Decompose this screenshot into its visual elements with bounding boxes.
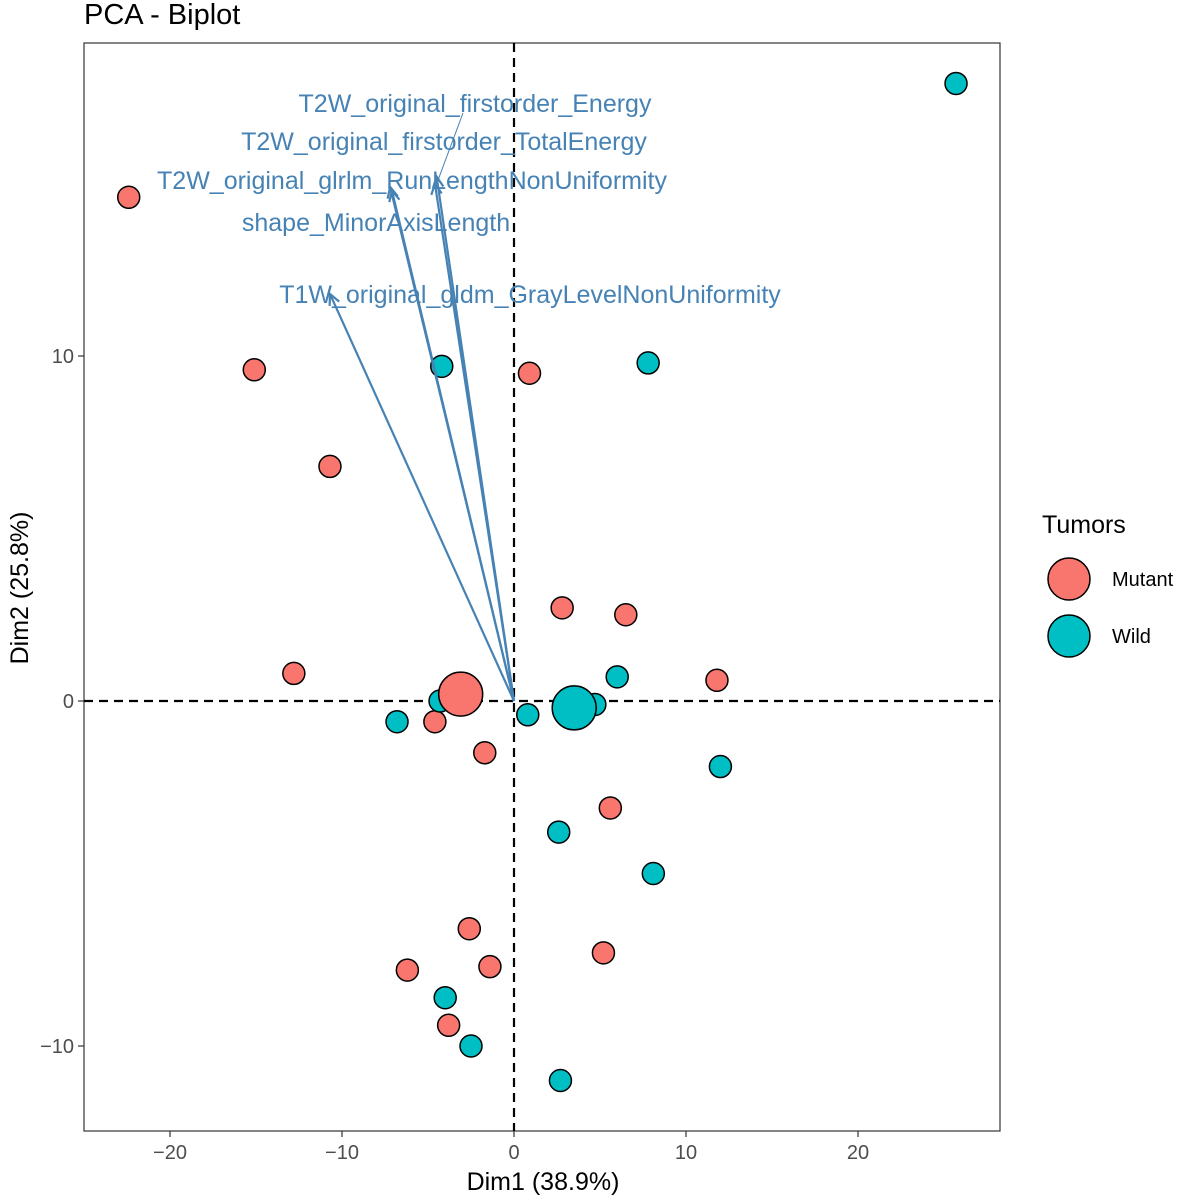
mutant-point bbox=[705, 668, 729, 693]
mutant-point bbox=[282, 661, 306, 686]
mutant-point bbox=[473, 741, 497, 765]
variable-arrow bbox=[433, 183, 516, 702]
wild-point bbox=[636, 351, 660, 375]
wild-point bbox=[516, 703, 540, 727]
mutant-point bbox=[517, 361, 542, 385]
y-tick-label: −10 bbox=[40, 1036, 74, 1058]
label-connector bbox=[438, 112, 464, 179]
y-tick-label: 0 bbox=[63, 691, 74, 713]
mutant-point bbox=[318, 454, 342, 479]
wild-centroid bbox=[551, 685, 597, 731]
wild-point bbox=[641, 861, 666, 886]
variable-arrow bbox=[328, 293, 516, 702]
legend-label-mutant: Mutant bbox=[1112, 569, 1174, 591]
variable-arrowhead bbox=[430, 181, 443, 196]
x-tick-label: −20 bbox=[153, 1142, 187, 1164]
x-axis-title: Dim1 (38.9%) bbox=[467, 1168, 620, 1195]
mutant-point bbox=[550, 596, 574, 620]
y-tick-label: 10 bbox=[52, 346, 74, 368]
mutant-point bbox=[395, 958, 420, 982]
legend: Tumors Mutant Wild bbox=[1042, 511, 1174, 658]
plot-title: PCA - Biplot bbox=[84, 0, 240, 31]
variable-label: T2W_original_glrlm_RunLengthNonUniformit… bbox=[157, 167, 667, 195]
mutant-point bbox=[478, 954, 502, 979]
x-tick-label: 0 bbox=[508, 1142, 519, 1164]
mutant-point bbox=[457, 916, 482, 941]
y-axis-title: Dim2 (25.8%) bbox=[6, 512, 34, 665]
wild-point bbox=[385, 709, 409, 734]
mutant-point bbox=[614, 603, 638, 627]
legend-key-mutant bbox=[1047, 557, 1091, 601]
variable-label: shape_MinorAxisLength bbox=[242, 209, 510, 237]
variable-arrow bbox=[389, 186, 516, 702]
wild-point bbox=[708, 754, 733, 779]
legend-key-wild bbox=[1047, 614, 1091, 658]
variable-label: T2W_original_firstorder_TotalEnergy bbox=[241, 128, 647, 156]
wild-point bbox=[605, 665, 629, 689]
x-tick-label: 10 bbox=[675, 1142, 697, 1164]
mutant-point bbox=[423, 709, 447, 734]
mutant-point bbox=[436, 1013, 461, 1038]
legend-label-wild: Wild bbox=[1112, 626, 1151, 648]
wild-point bbox=[548, 1068, 573, 1093]
mutant-point bbox=[598, 796, 623, 820]
mutant-point bbox=[116, 185, 141, 210]
mutant-point bbox=[591, 941, 616, 965]
variable-label: T2W_original_firstorder_Energy bbox=[299, 90, 652, 118]
wild-point bbox=[433, 985, 457, 1010]
mutant-centroid bbox=[437, 671, 484, 717]
x-tick-label: 20 bbox=[847, 1142, 869, 1164]
variable-arrowhead bbox=[386, 184, 399, 199]
mutant-point bbox=[242, 358, 267, 382]
x-tick-label: −10 bbox=[325, 1142, 359, 1164]
wild-point bbox=[459, 1034, 483, 1058]
variable-label: T1W_original_gldm_GrayLevelNonUniformity bbox=[279, 281, 781, 309]
plot-panel-border bbox=[83, 42, 1001, 1132]
variable-arrowhead bbox=[328, 291, 340, 306]
wild-point bbox=[944, 71, 968, 96]
legend-title: Tumors bbox=[1042, 511, 1126, 539]
wild-point bbox=[546, 820, 571, 844]
